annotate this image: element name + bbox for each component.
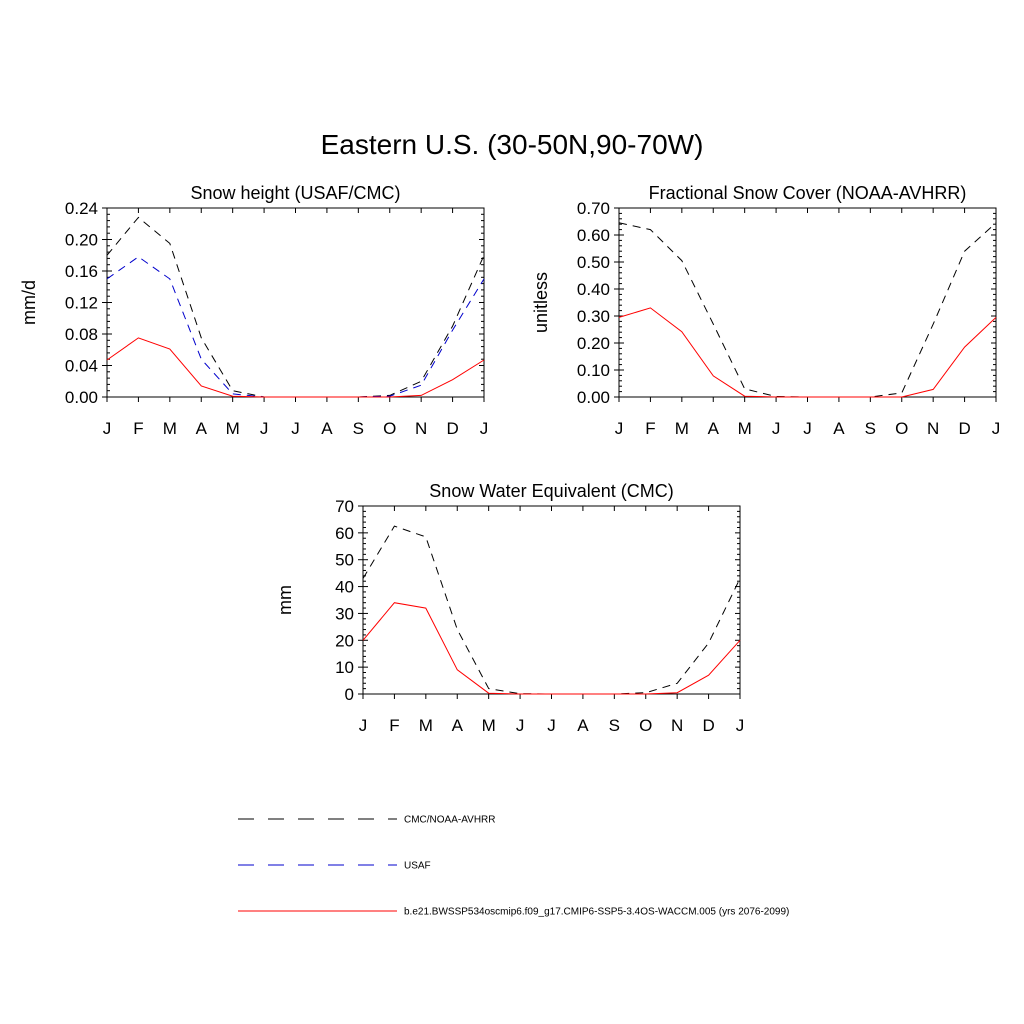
y-tick-label: 0.20 [577, 334, 610, 353]
series-line-cmc [362, 525, 741, 695]
x-tick-label: M [419, 716, 433, 735]
chart-title: Snow height (USAF/CMC) [190, 183, 400, 203]
y-axis-label: mm [275, 585, 295, 615]
x-tick-label: F [133, 419, 143, 438]
x-tick-label: J [291, 419, 300, 438]
y-tick-label: 0.16 [65, 262, 98, 281]
figure-title: Eastern U.S. (30-50N,90-70W) [320, 129, 704, 160]
series-line-model [618, 307, 997, 398]
y-tick-label: 0.12 [65, 294, 98, 313]
y-tick-label: 0 [345, 685, 354, 704]
plot-frame [362, 505, 741, 695]
x-tick-label: J [547, 716, 556, 735]
x-tick-label: A [708, 419, 720, 438]
y-tick-label: 0.04 [65, 357, 98, 376]
x-tick-label: J [480, 419, 489, 438]
x-tick-label: M [675, 419, 689, 438]
x-tick-label: O [639, 716, 652, 735]
x-tick-label: S [865, 419, 876, 438]
y-tick-label: 0.30 [577, 307, 610, 326]
x-tick-label: A [321, 419, 333, 438]
x-tick-label: J [992, 419, 1001, 438]
y-tick-label: 0.08 [65, 325, 98, 344]
y-tick-label: 20 [335, 631, 354, 650]
x-tick-label: O [895, 419, 908, 438]
chart-title: Fractional Snow Cover (NOAA-AVHRR) [649, 183, 967, 203]
x-tick-label: J [772, 419, 781, 438]
x-tick-label: J [359, 716, 368, 735]
x-tick-label: F [389, 716, 399, 735]
x-tick-label: N [927, 419, 939, 438]
x-tick-label: S [609, 716, 620, 735]
y-tick-label: 0.00 [65, 388, 98, 407]
series-line-model [106, 337, 485, 398]
x-tick-label: O [383, 419, 396, 438]
x-tick-label: J [260, 419, 269, 438]
x-tick-label: F [645, 419, 655, 438]
y-tick-label: 50 [335, 551, 354, 570]
y-tick-label: 0.70 [577, 199, 610, 218]
y-tick-label: 40 [335, 578, 354, 597]
x-tick-label: A [833, 419, 845, 438]
plot-frame [106, 207, 485, 398]
plot-frame [618, 207, 997, 398]
y-tick-label: 0.00 [577, 388, 610, 407]
x-tick-label: J [736, 716, 745, 735]
y-tick-label: 0.10 [577, 361, 610, 380]
x-tick-label: A [196, 419, 208, 438]
legend-label-cmc: CMC/NOAA-AVHRR [404, 815, 495, 826]
y-tick-label: 0.40 [577, 280, 610, 299]
x-tick-label: S [353, 419, 364, 438]
y-tick-label: 0.24 [65, 199, 98, 218]
x-tick-label: A [452, 716, 464, 735]
legend: CMC/NOAA-AVHRR USAF b.e21.BWSSP534oscmip… [238, 815, 789, 918]
legend-label-usaf: USAF [404, 861, 431, 872]
x-tick-label: D [958, 419, 970, 438]
chart-panel-3: Snow Water Equivalent (CMC) mm 0 10 20 30 40 50… [275, 481, 744, 735]
x-tick-label: J [516, 716, 525, 735]
chart-panel-1: Snow height (USAF/CMC) mm/d 0.00 0.04 0.08 0.… [19, 183, 488, 438]
series-line-usaf [106, 256, 485, 398]
chart-panels: Snow height (USAF/CMC) mm/d 0.00 0.04 0.08 0.… [19, 183, 1000, 735]
x-tick-label: M [163, 419, 177, 438]
x-tick-label: A [577, 716, 589, 735]
chart-panel-2: Fractional Snow Cover (NOAA-AVHRR) unitle… [531, 183, 1000, 438]
x-tick-label: D [446, 419, 458, 438]
legend-label-model: b.e21.BWSSP534oscmip6.f09_g17.CMIP6-SSP5… [404, 907, 789, 918]
y-tick-label: 60 [335, 524, 354, 543]
series-line-cmc [618, 222, 997, 398]
x-tick-label: M [226, 419, 240, 438]
x-tick-label: D [702, 716, 714, 735]
x-tick-label: J [803, 419, 812, 438]
x-tick-label: J [103, 419, 112, 438]
y-axis-label: unitless [531, 272, 551, 333]
x-tick-label: J [615, 419, 624, 438]
y-tick-label: 0.20 [65, 231, 98, 250]
series-line-model [362, 602, 741, 695]
y-tick-label: 0.60 [577, 226, 610, 245]
x-tick-label: N [671, 716, 683, 735]
x-tick-label: M [738, 419, 752, 438]
y-tick-label: 70 [335, 497, 354, 516]
series-line-cmc [106, 216, 485, 398]
y-tick-label: 10 [335, 658, 354, 677]
x-tick-label: N [415, 419, 427, 438]
y-axis-label: mm/d [19, 280, 39, 325]
chart-title: Snow Water Equivalent (CMC) [429, 481, 673, 501]
y-tick-label: 0.50 [577, 253, 610, 272]
y-tick-label: 30 [335, 604, 354, 623]
x-tick-label: M [482, 716, 496, 735]
